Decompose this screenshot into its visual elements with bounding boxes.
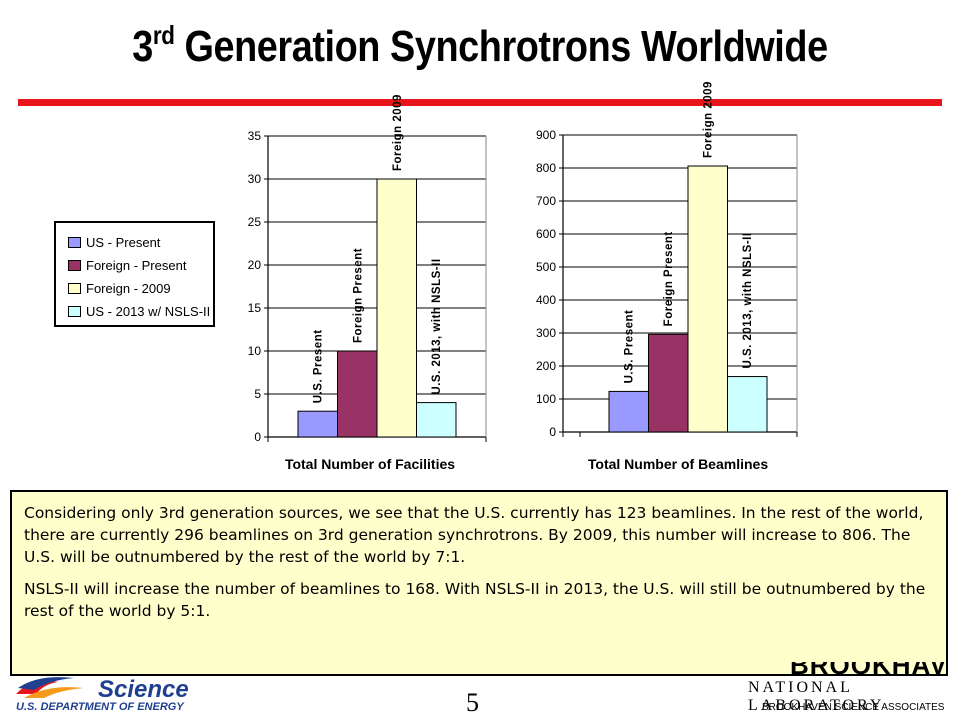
y-tick-label: 500 — [536, 260, 556, 274]
legend-item-foreign-2009: Foreign - 2009 — [68, 281, 171, 296]
bar-category-label: Foreign 2009 — [392, 94, 404, 171]
footer-associates-text: BROOKHAVEN SCIENCE ASSOCIATES — [762, 702, 945, 713]
bar-category-label: U.S. Present — [313, 329, 325, 403]
y-tick-label: 0 — [254, 430, 261, 444]
bar-2 — [337, 350, 378, 438]
y-tick-label: 10 — [248, 344, 262, 358]
bar-category-label: U.S. 2013, with NSLS-II — [431, 258, 443, 394]
bar-3 — [687, 165, 728, 433]
y-tick-label: 25 — [248, 215, 262, 229]
y-tick-label: 15 — [248, 301, 262, 315]
caption-box: Considering only 3rd generation sources,… — [10, 490, 948, 676]
y-tick-label: 400 — [536, 293, 556, 307]
footer-science-logo-text: Science — [98, 676, 189, 703]
y-tick-label: 900 — [536, 128, 556, 142]
y-tick-label: 700 — [536, 194, 556, 208]
y-tick-label: 600 — [536, 227, 556, 241]
y-tick-label: 300 — [536, 326, 556, 340]
doe-logo-icon — [16, 677, 84, 698]
bar-3 — [376, 178, 417, 438]
y-tick-label: 0 — [549, 425, 556, 439]
bar-category-label: Foreign Present — [352, 248, 364, 343]
legend-item-us-2013: US - 2013 w/ NSLS-II — [68, 304, 210, 319]
legend-item-us-present: US - Present — [68, 235, 160, 250]
legend-item-foreign-present: Foreign - Present — [68, 258, 186, 273]
bar-2 — [648, 333, 689, 433]
y-tick-label: 20 — [248, 258, 262, 272]
bar-1 — [297, 410, 338, 438]
bar-category-label: Foreign Present — [663, 231, 675, 326]
y-tick-label: 30 — [248, 172, 262, 186]
y-tick-label: 100 — [536, 392, 556, 406]
x-axis-title: Total Number of Facilities — [285, 456, 455, 472]
slide-title: 3rd Generation Synchrotrons Worldwide — [132, 20, 828, 71]
caption-paragraph-2: NSLS-II will increase the number of beam… — [24, 580, 926, 620]
bar-charts: 0 5 10 15 20 25 30 35 U.S. Present Foreign Presen… — [248, 81, 798, 472]
y-tick-label: 5 — [254, 387, 261, 401]
bar-category-label: Foreign 2009 — [703, 81, 715, 158]
caption-paragraph-1: Considering only 3rd generation sources,… — [24, 504, 924, 566]
footer-brookhaven-logo: BROOKHAVEN — [790, 662, 948, 680]
y-tick-label: 800 — [536, 161, 556, 175]
footer-doe-text: U.S. DEPARTMENT OF ENERGY — [16, 701, 184, 713]
bar-category-label: U.S. Present — [624, 310, 636, 384]
bar-category-label: U.S. 2013, with NSLS-II — [742, 232, 754, 368]
bar-1 — [608, 390, 649, 433]
legend-swatch — [68, 237, 81, 249]
footer-lab-text: NATIONAL LABORATORY — [748, 679, 885, 714]
x-axis-title: Total Number of Beamlines — [588, 456, 768, 472]
legend-swatch — [68, 306, 81, 318]
title-underline — [18, 99, 942, 106]
page-number: 5 — [466, 688, 479, 717]
chart-legend: US - Present Foreign - Present Foreign -… — [54, 221, 215, 327]
legend-swatch — [68, 260, 81, 272]
bar-4 — [727, 376, 768, 433]
legend-swatch — [68, 283, 81, 295]
bar-4 — [416, 402, 457, 438]
y-tick-label: 35 — [248, 129, 262, 143]
y-tick-label: 200 — [536, 359, 556, 373]
